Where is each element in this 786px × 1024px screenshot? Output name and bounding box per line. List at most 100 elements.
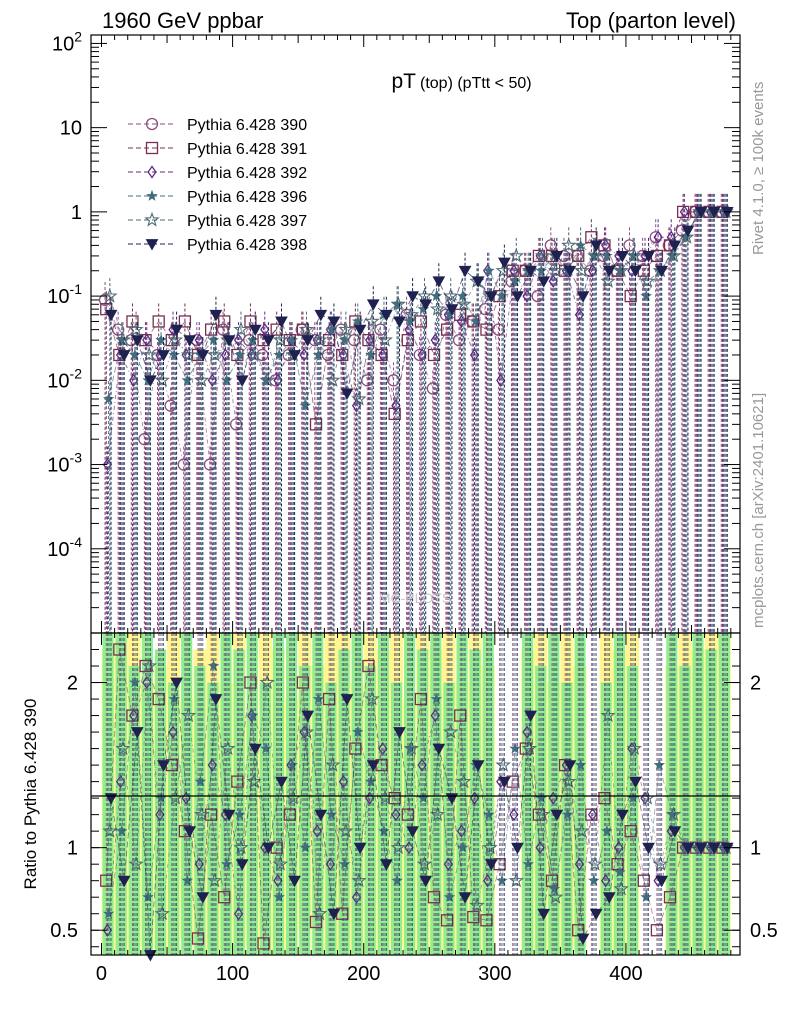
data-point-6-428-396 [273, 348, 285, 360]
data-point-6-428-397 [351, 390, 367, 406]
data-point-6-428-391 [152, 315, 165, 328]
ratio-point-6-428-392 [155, 808, 165, 822]
ratio-point-6-428-396 [561, 808, 574, 820]
ratio-point-6-428-396 [417, 792, 430, 804]
ratio-band-green-bin [666, 633, 678, 955]
ratio-point-6-428-397 [141, 657, 157, 673]
ratio-point-6-428-398 [576, 933, 590, 946]
ratio-point-6-428-398 [537, 908, 551, 921]
ratio-point-6-428-391 [257, 937, 270, 950]
ratio-point-6-428-398 [380, 859, 393, 871]
ratio-point-6-428-391 [191, 932, 205, 945]
data-point-6-428-397 [561, 237, 577, 252]
data-point-6-428-396 [614, 264, 626, 276]
ratio-point-6-428-391 [637, 874, 650, 887]
data-point-6-428-397 [403, 306, 420, 322]
ratio-point-6-428-398 [668, 826, 682, 838]
ratio-point-6-428-398 [655, 875, 669, 888]
ratio-point-6-428-391 [414, 692, 428, 706]
data-point-6-428-397 [193, 372, 210, 387]
ratio-band-green-bin [220, 633, 232, 955]
ratio-point-6-428-397 [547, 889, 564, 904]
ratio-point-6-428-397 [115, 740, 131, 756]
ratio-line-6-428-397 [109, 665, 727, 914]
ratio-point-6-428-391 [454, 709, 467, 722]
data-point-6-428-397 [600, 273, 616, 288]
ratio-band-green-bin [364, 666, 376, 955]
ratio-point-6-428-396 [115, 825, 128, 837]
data-point-6-428-397 [390, 296, 407, 311]
data-point-6-428-397 [364, 313, 380, 328]
data-point-6-428-397 [495, 262, 511, 278]
ratio-point-6-428-397 [364, 691, 380, 706]
data-point-6-428-398 [668, 240, 682, 252]
data-point-6-428-396 [601, 249, 613, 261]
ratio-point-6-428-397 [390, 839, 407, 855]
legend: Pythia 6.428 390 Pythia 6.428 391 Pythia 6… [128, 117, 307, 254]
data-point-6-428-392 [679, 205, 689, 219]
legend-label: Pythia 6.428 396 [187, 189, 307, 206]
data-point-6-428-397 [416, 288, 433, 303]
ratio-band-green-bin [482, 633, 494, 955]
x-tick-label: 0 [96, 963, 107, 985]
data-point-6-428-398 [183, 335, 197, 347]
y-tick-base: 10 [47, 455, 69, 477]
data-point-6-428-397 [259, 372, 275, 387]
data-point-6-428-396 [469, 315, 482, 327]
ratio-point-6-428-397 [469, 897, 485, 912]
ratio-point-6-428-398 [288, 875, 301, 888]
data-point-6-428-392 [653, 230, 663, 244]
data-point-6-428-398 [655, 265, 669, 278]
ratio-point-6-428-397 [443, 724, 459, 739]
data-point-6-428-396 [220, 374, 233, 386]
ratio-point-6-428-396 [640, 891, 653, 903]
ratio-band-green-bin [325, 682, 337, 955]
data-point-6-428-398 [196, 350, 210, 362]
y-tick-label: 10-2 [47, 365, 82, 392]
data-point-6-428-397 [626, 247, 642, 263]
data-point-6-428-392 [365, 333, 375, 347]
data-point-6-428-397 [443, 288, 459, 303]
y-tick-exponent: -4 [70, 534, 83, 550]
legend-marker [145, 141, 159, 155]
ratio-point-6-428-398 [275, 776, 288, 789]
data-point-6-428-391 [480, 323, 493, 336]
data-point-6-428-398 [170, 324, 183, 337]
ratio-band-green-bin [443, 682, 455, 955]
data-point-6-428-398 [262, 335, 275, 347]
data-point-6-428-398 [537, 276, 551, 288]
ratio-point-6-428-398 [642, 842, 655, 855]
ratio-point-6-428-397 [128, 856, 144, 871]
y-tick-base: 10 [52, 33, 74, 55]
data-point-6-428-392 [194, 333, 204, 347]
y-tick-exponent: -2 [70, 365, 83, 381]
chart-title: pT [391, 70, 416, 93]
ratio-point-6-428-392 [233, 907, 244, 921]
data-point-6-428-398 [642, 251, 655, 263]
ratio-point-6-428-398 [157, 760, 170, 772]
ratio-point-6-428-397 [325, 757, 341, 772]
ratio-point-6-428-391 [624, 825, 637, 838]
x-tick-label: 300 [478, 963, 511, 985]
ratio-band-green-bin [456, 633, 468, 955]
data-point-6-428-398 [576, 291, 590, 303]
ratio-point-6-428-398 [602, 892, 616, 904]
x-tick-label: 200 [347, 963, 380, 985]
ratio-band-green-bin [233, 649, 245, 955]
ratio-band-green-bin [613, 633, 625, 955]
ratio-band-green-bin [718, 633, 730, 955]
data-point-6-428-398 [275, 316, 288, 328]
ratio-band-green-bin [141, 633, 153, 955]
legend-label: Pythia 6.428 398 [187, 237, 307, 254]
data-point-6-428-397 [456, 296, 472, 311]
ratio-line-6-428-396 [108, 665, 725, 914]
data-point-6-428-398 [366, 299, 380, 311]
data-point-6-428-391 [624, 289, 637, 303]
ratio-point-6-428-396 [207, 659, 220, 671]
y-tick-label: 10-3 [47, 450, 82, 477]
data-point-6-428-398 [720, 206, 734, 219]
data-point-6-428-396 [207, 334, 220, 346]
ratio-point-6-428-397 [665, 806, 682, 822]
ratio-point-6-428-396 [666, 808, 679, 820]
ratio-y-tick-label: 0.5 [50, 920, 78, 942]
